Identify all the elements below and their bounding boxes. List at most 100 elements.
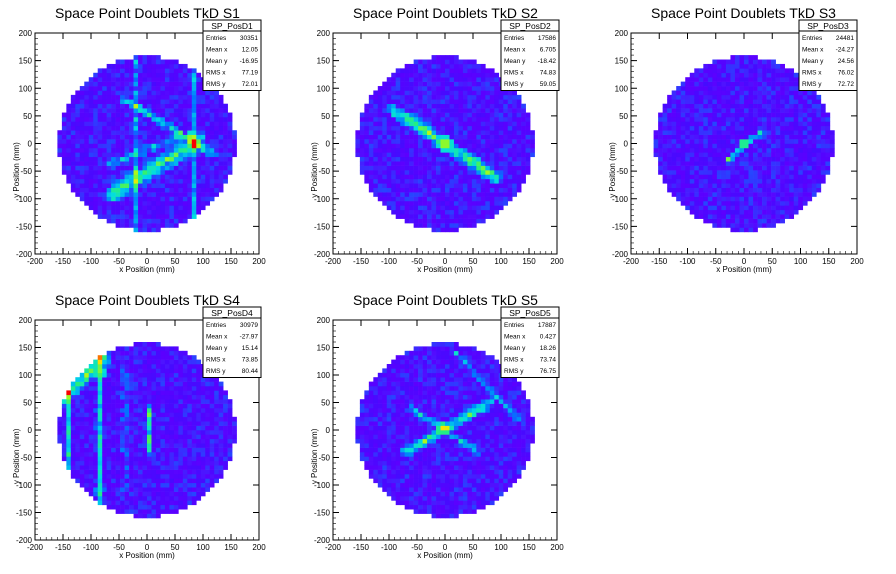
heatmap-cell xyxy=(771,218,776,224)
heatmap-cell xyxy=(155,438,161,444)
heatmap-cell xyxy=(766,63,772,69)
heatmap-cell xyxy=(142,390,148,396)
heatmap-cell xyxy=(88,386,94,391)
y-tick-label: -150 xyxy=(612,222,629,231)
heatmap-cell xyxy=(413,200,419,206)
heatmap-cell xyxy=(712,143,718,149)
heatmap-cell xyxy=(79,443,85,448)
y-tick-label: -50 xyxy=(318,167,330,176)
heatmap-cell xyxy=(223,130,228,135)
stats-label: RMS x xyxy=(504,70,524,77)
heatmap-cell xyxy=(373,192,379,197)
heatmap-cell xyxy=(762,183,767,188)
heatmap-cell xyxy=(413,161,419,166)
heatmap-cell xyxy=(449,116,455,122)
heatmap-cell xyxy=(88,403,94,409)
heatmap-cell xyxy=(453,108,459,113)
heatmap-cell xyxy=(75,134,81,140)
heatmap-cell xyxy=(789,108,795,113)
heatmap-cell xyxy=(436,116,441,122)
heatmap-cell xyxy=(102,368,107,374)
heatmap-cell xyxy=(766,214,772,219)
heatmap-cell xyxy=(151,412,157,418)
heatmap-cell xyxy=(712,99,718,105)
heatmap-cell xyxy=(762,209,767,215)
heatmap-cell xyxy=(422,223,428,228)
heatmap-cell xyxy=(404,209,410,215)
heatmap-cell xyxy=(382,108,388,113)
heatmap-cell xyxy=(160,161,166,166)
heatmap-cell xyxy=(811,94,817,100)
heatmap-cell xyxy=(793,183,799,188)
heatmap-cell xyxy=(84,465,90,470)
heatmap-cell xyxy=(124,108,130,113)
heatmap-cell xyxy=(88,377,94,382)
heatmap-cell xyxy=(766,147,772,153)
heatmap-cell xyxy=(151,364,157,369)
heatmap-cell xyxy=(489,134,495,140)
heatmap-cell xyxy=(494,170,500,175)
heatmap-cell xyxy=(205,139,211,144)
heatmap-cell xyxy=(698,108,704,113)
heatmap-cell xyxy=(97,408,103,413)
heatmap-cell xyxy=(427,205,432,211)
heatmap-cell xyxy=(658,134,663,140)
heatmap-cell xyxy=(400,152,405,158)
heatmap-cell xyxy=(725,77,731,82)
heatmap-cell xyxy=(178,90,184,96)
heatmap-cell xyxy=(147,421,152,426)
heatmap-cell xyxy=(97,390,103,396)
heatmap-cell xyxy=(191,81,197,87)
heatmap-cell xyxy=(133,500,139,506)
heatmap-cell xyxy=(164,390,170,396)
heatmap-cell xyxy=(377,99,383,105)
heatmap-cell xyxy=(658,152,663,158)
heatmap-cell xyxy=(467,59,473,65)
heatmap-cell xyxy=(97,403,103,409)
heatmap-cell xyxy=(811,161,817,166)
heatmap-cell xyxy=(436,90,441,96)
heatmap-cell xyxy=(115,178,121,184)
heatmap-cell xyxy=(780,63,785,69)
heatmap-cell xyxy=(382,81,388,87)
heatmap-cell xyxy=(721,134,727,140)
heatmap-cell xyxy=(97,156,103,162)
heatmap-cell xyxy=(413,63,419,69)
heatmap-cell xyxy=(395,187,401,193)
heatmap-cell xyxy=(111,205,116,211)
heatmap-cell xyxy=(503,165,509,171)
heatmap-cell xyxy=(138,368,143,374)
heatmap-cell xyxy=(748,143,754,149)
heatmap-cell xyxy=(102,452,107,457)
heatmap-cell xyxy=(124,491,130,497)
heatmap-cell xyxy=(223,156,228,162)
heatmap-cell xyxy=(680,192,686,197)
heatmap-cell xyxy=(784,165,790,171)
heatmap-cell xyxy=(214,121,219,127)
heatmap-cell xyxy=(436,152,441,158)
heatmap-cell xyxy=(480,218,486,224)
heatmap-cell xyxy=(151,187,157,193)
heatmap-cell xyxy=(667,112,672,118)
heatmap-cell xyxy=(155,381,161,387)
heatmap-cell xyxy=(359,147,365,153)
heatmap-cell xyxy=(476,143,482,149)
heatmap-cell xyxy=(400,147,405,153)
heatmap-cell xyxy=(811,90,817,96)
heatmap-cell xyxy=(721,112,727,118)
heatmap-cell xyxy=(182,200,188,206)
heatmap-cell xyxy=(480,209,486,215)
heatmap-cell xyxy=(471,183,477,188)
heatmap-cell xyxy=(793,72,799,78)
heatmap-cell xyxy=(507,170,513,175)
heatmap-cell xyxy=(725,183,731,188)
heatmap-cell xyxy=(762,147,767,153)
heatmap-cell xyxy=(88,94,94,100)
heatmap-cell xyxy=(133,346,139,352)
heatmap-cell xyxy=(106,390,112,396)
heatmap-cell xyxy=(84,130,90,135)
heatmap-cell xyxy=(680,196,686,202)
heatmap-cell xyxy=(721,200,727,206)
heatmap-cell xyxy=(445,55,450,60)
heatmap-cell xyxy=(820,121,826,127)
